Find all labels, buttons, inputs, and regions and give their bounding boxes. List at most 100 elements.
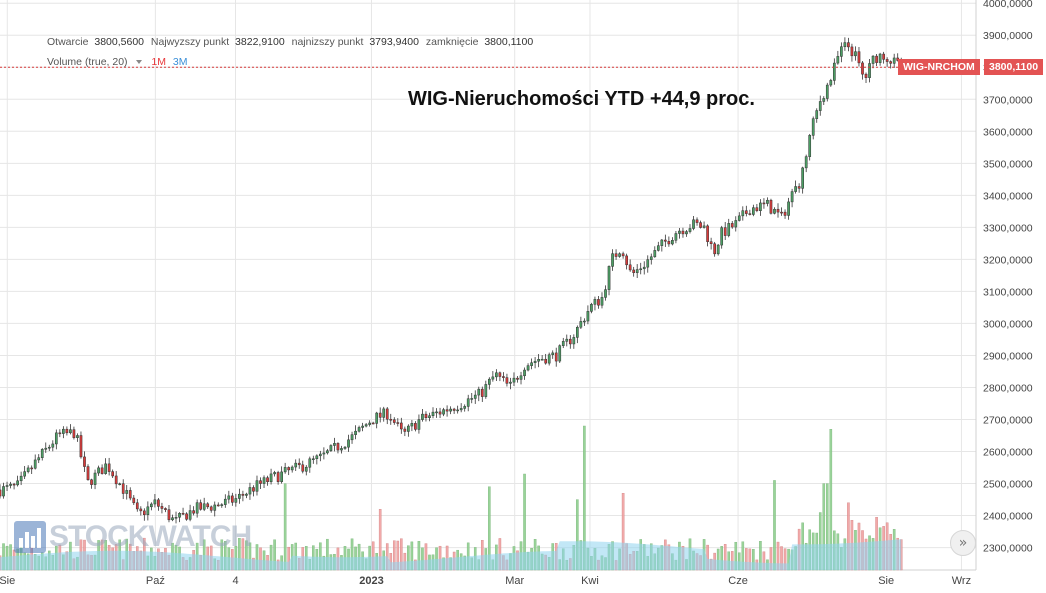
candle-body[interactable]: [505, 377, 509, 384]
candle-body[interactable]: [185, 513, 188, 520]
candle-body[interactable]: [533, 360, 537, 363]
candle-body[interactable]: [435, 411, 438, 414]
candle-body[interactable]: [706, 225, 709, 242]
candle-body[interactable]: [326, 450, 329, 454]
candle-body[interactable]: [491, 376, 495, 380]
candle-body[interactable]: [671, 240, 674, 245]
candle-body[interactable]: [818, 101, 822, 111]
candle-body[interactable]: [480, 388, 484, 397]
candle-body[interactable]: [69, 429, 72, 434]
candle-body[interactable]: [836, 56, 840, 64]
candle-body[interactable]: [315, 455, 319, 459]
candle-body[interactable]: [889, 61, 893, 64]
candle-body[interactable]: [181, 513, 185, 515]
candle-body[interactable]: [892, 57, 896, 64]
candle-body[interactable]: [551, 352, 555, 355]
candle-body[interactable]: [371, 422, 375, 425]
candle-body[interactable]: [787, 201, 790, 216]
candle-body[interactable]: [47, 446, 51, 449]
candle-body[interactable]: [283, 467, 287, 473]
candle-body[interactable]: [33, 459, 37, 469]
candle-body[interactable]: [502, 376, 505, 378]
candle-body[interactable]: [769, 199, 773, 214]
candle-body[interactable]: [311, 458, 315, 460]
chevron-down-icon[interactable]: [136, 60, 143, 65]
candle-body[interactable]: [72, 429, 76, 438]
candle-body[interactable]: [766, 199, 769, 204]
candle-body[interactable]: [442, 409, 445, 415]
candle-body[interactable]: [364, 424, 368, 427]
candle-body[interactable]: [209, 506, 213, 511]
range-3m-button[interactable]: 3M: [172, 56, 188, 68]
candle-body[interactable]: [121, 483, 125, 494]
candle-body[interactable]: [639, 268, 643, 271]
candle-body[interactable]: [656, 245, 660, 251]
candle-body[interactable]: [540, 358, 544, 361]
candle-body[interactable]: [227, 495, 231, 500]
candle-body[interactable]: [755, 207, 759, 211]
candle-body[interactable]: [840, 46, 843, 57]
candle-body[interactable]: [9, 483, 12, 486]
candle-body[interactable]: [759, 202, 762, 211]
candle-body[interactable]: [347, 439, 350, 448]
candle-body[interactable]: [396, 422, 400, 424]
candle-body[interactable]: [829, 80, 833, 86]
candle-body[interactable]: [290, 466, 294, 471]
candle-body[interactable]: [484, 384, 488, 397]
range-1m-button[interactable]: 1M: [151, 56, 166, 68]
candle-body[interactable]: [403, 428, 407, 432]
candle-body[interactable]: [16, 480, 19, 486]
candle-body[interactable]: [276, 472, 280, 482]
candle-body[interactable]: [561, 341, 565, 346]
candle-body[interactable]: [410, 423, 414, 427]
candle-body[interactable]: [642, 266, 646, 270]
candle-body[interactable]: [308, 458, 312, 468]
candle-body[interactable]: [621, 253, 625, 257]
candle-body[interactable]: [558, 345, 562, 362]
candle-body[interactable]: [871, 55, 875, 64]
candle-body[interactable]: [153, 499, 157, 505]
candle-body[interactable]: [417, 419, 421, 430]
candle-body[interactable]: [266, 477, 269, 483]
candle-body[interactable]: [399, 422, 403, 430]
candle-body[interactable]: [368, 422, 371, 425]
candle-body[interactable]: [220, 504, 224, 506]
candle-body[interactable]: [118, 483, 122, 485]
candle-body[interactable]: [660, 239, 664, 246]
candle-body[interactable]: [107, 463, 111, 472]
candle-body[interactable]: [744, 210, 748, 214]
candle-body[interactable]: [350, 434, 354, 441]
candle-body[interactable]: [667, 241, 671, 245]
candle-body[interactable]: [111, 471, 114, 477]
candle-body[interactable]: [104, 463, 107, 474]
candle-body[interactable]: [241, 493, 245, 496]
candle-body[interactable]: [90, 479, 93, 485]
candle-body[interactable]: [421, 413, 424, 420]
candle-body[interactable]: [19, 475, 23, 482]
candle-body[interactable]: [354, 430, 357, 435]
candle-body[interactable]: [537, 359, 540, 362]
candle-body[interactable]: [23, 471, 26, 477]
candle-body[interactable]: [477, 388, 481, 396]
candle-body[interactable]: [26, 467, 30, 472]
candle-body[interactable]: [709, 241, 713, 244]
candle-body[interactable]: [171, 517, 174, 521]
candle-body[interactable]: [269, 473, 273, 483]
candle-body[interactable]: [734, 220, 738, 228]
candle-body[interactable]: [407, 425, 410, 432]
candle-body[interactable]: [530, 362, 533, 366]
candle-body[interactable]: [572, 337, 576, 345]
candle-body[interactable]: [424, 413, 428, 418]
candle-body[interactable]: [716, 244, 720, 255]
candle-body[interactable]: [297, 462, 301, 466]
candle-body[interactable]: [213, 504, 217, 511]
candle-body[interactable]: [340, 448, 343, 451]
candle-body[interactable]: [741, 210, 745, 217]
candle-body[interactable]: [832, 62, 836, 81]
candle-body[interactable]: [329, 445, 333, 451]
candle-body[interactable]: [128, 490, 132, 499]
candle-body[interactable]: [414, 423, 417, 430]
candle-body[interactable]: [678, 230, 681, 234]
candle-body[interactable]: [62, 428, 65, 434]
candle-body[interactable]: [720, 227, 724, 246]
